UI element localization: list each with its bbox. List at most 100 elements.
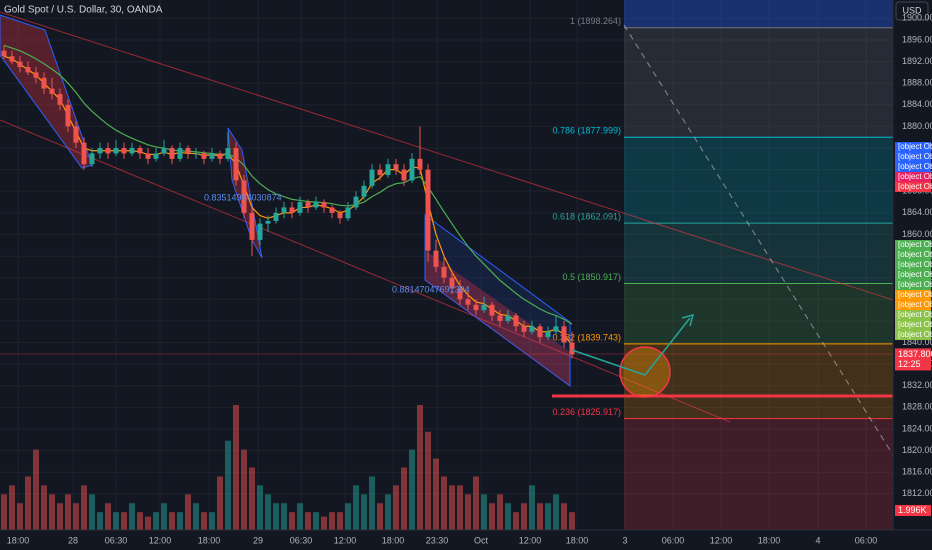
volume-bar: [481, 494, 487, 530]
price-tag-label: [object Object]: [898, 142, 932, 151]
volume-bar: [337, 512, 343, 530]
price-tag-label: [object Object]: [898, 300, 932, 309]
price-tag: [895, 250, 931, 260]
candle-body: [521, 326, 527, 332]
candle-body: [177, 148, 183, 159]
x-tick-label: 12:00: [334, 535, 357, 545]
y-tick-label: 1824.000: [902, 423, 932, 433]
price-tag-label: [object Object]: [898, 162, 932, 171]
price-tag-label: [object Object]: [898, 260, 932, 269]
volume-bar: [161, 503, 167, 530]
volume-bar: [353, 485, 359, 530]
candle-body: [33, 72, 39, 78]
candle-body: [201, 153, 207, 159]
price-tag: [895, 142, 931, 152]
candle-body: [217, 153, 223, 159]
x-tick-label: 06:00: [662, 535, 685, 545]
volume-bar: [505, 503, 511, 530]
candle-body: [185, 148, 191, 154]
volume-bar: [297, 503, 303, 530]
last-price-tag: [895, 348, 931, 371]
candle-body: [25, 66, 31, 73]
volume-bar: [25, 476, 31, 530]
fib-label: 0.5 (1850.917): [562, 272, 621, 282]
y-tick-label: 1840.000: [902, 337, 932, 347]
fib-zone: [624, 283, 893, 344]
candle-body: [513, 315, 519, 327]
volume-bar: [129, 503, 135, 530]
regression-channel: [0, 14, 93, 169]
y-tick-label: 1816.000: [902, 467, 932, 477]
price-tag: [895, 320, 931, 330]
volume-bar: [121, 512, 127, 530]
candle-body: [473, 304, 479, 311]
x-tick-label: 29: [253, 535, 263, 545]
candle-body: [169, 148, 175, 159]
candle-body: [145, 153, 151, 159]
candle-body: [73, 126, 79, 143]
x-tick-label: 12:00: [519, 535, 542, 545]
candle-body: [81, 142, 87, 165]
volume-bar: [473, 476, 479, 530]
x-tick-label: 18:00: [382, 535, 405, 545]
candle-body: [393, 164, 399, 170]
candle-body: [361, 185, 367, 197]
volume-bar: [193, 503, 199, 530]
fib-label: 0.382 (1839.743): [552, 332, 621, 342]
volume: [1, 405, 575, 530]
y-tick-label: 1880.000: [902, 121, 932, 131]
x-tick-label: 06:30: [290, 535, 313, 545]
currency-box[interactable]: [895, 1, 929, 21]
volume-bar: [441, 476, 447, 530]
price-tag-label: [object Object]: [898, 250, 932, 259]
x-tick-label: 18:00: [198, 535, 221, 545]
volume-bar: [425, 431, 431, 530]
candle-body: [97, 148, 103, 154]
candle-body: [137, 148, 143, 154]
volume-bar: [345, 503, 351, 530]
candle-body: [529, 326, 535, 332]
price-tag: [895, 240, 931, 250]
volume-bar: [81, 485, 87, 530]
regression-channel: [424, 214, 571, 387]
candle-body: [209, 153, 215, 159]
price-tag: [895, 260, 931, 270]
price-tag: [895, 172, 931, 182]
candle-body: [345, 207, 351, 219]
volume-bar: [57, 503, 63, 530]
volume-tag-label: 1.996K: [898, 505, 927, 515]
price-tag: [895, 162, 931, 172]
volume-bar: [329, 512, 335, 530]
volume-bar: [177, 512, 183, 530]
y-tick-label: 1832.000: [902, 380, 932, 390]
candle-body: [129, 148, 135, 154]
fib-zone-top: [624, 0, 893, 27]
fib-zone: [624, 137, 893, 224]
candle-body: [225, 148, 231, 159]
volume-bar: [281, 503, 287, 530]
price-tag: [895, 300, 931, 310]
candle-body: [497, 315, 503, 321]
volume-bar: [385, 494, 391, 530]
price-tag-label: [object Object]: [898, 152, 932, 161]
candle-body: [305, 202, 311, 208]
candle-body: [441, 266, 447, 278]
volume-bar: [537, 503, 543, 530]
candle-body: [41, 77, 47, 89]
volume-bar: [273, 503, 279, 530]
currency[interactable]: USD: [902, 5, 922, 15]
volume-bar: [569, 512, 575, 530]
candles: [1, 45, 575, 359]
arrow-head: [681, 313, 695, 327]
candle-body: [385, 164, 391, 176]
y-tick-label: 1864.000: [902, 207, 932, 217]
candle-body: [505, 315, 511, 321]
volume-bar: [417, 405, 423, 530]
volume-bar: [9, 485, 15, 530]
volume-bar: [321, 516, 327, 530]
x-tick-label: 12:00: [149, 535, 172, 545]
volume-bar: [361, 494, 367, 530]
x-tick-label: 3: [622, 535, 627, 545]
candle-body: [545, 331, 551, 338]
